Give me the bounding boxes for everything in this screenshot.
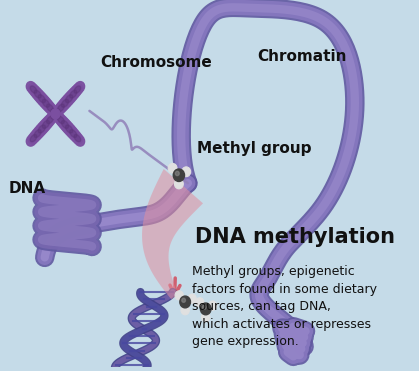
Ellipse shape [54,112,60,119]
Ellipse shape [51,109,57,116]
Ellipse shape [57,104,64,112]
Ellipse shape [32,88,43,101]
Ellipse shape [70,90,77,98]
Ellipse shape [70,86,81,98]
Circle shape [181,306,189,315]
Ellipse shape [63,92,75,105]
Ellipse shape [54,112,64,124]
Ellipse shape [54,109,60,116]
Text: Methyl group: Methyl group [197,141,311,157]
Ellipse shape [65,125,73,133]
Ellipse shape [44,114,56,126]
Circle shape [209,301,217,310]
Ellipse shape [42,99,54,112]
Ellipse shape [74,135,81,142]
Ellipse shape [47,112,57,124]
Ellipse shape [49,107,59,118]
Ellipse shape [26,135,36,146]
Ellipse shape [34,125,45,138]
Ellipse shape [59,118,71,131]
Ellipse shape [47,116,54,124]
Ellipse shape [55,114,66,126]
Ellipse shape [34,130,41,138]
Ellipse shape [75,82,85,93]
Ellipse shape [36,122,48,135]
Ellipse shape [42,116,54,128]
Circle shape [200,303,211,315]
Ellipse shape [57,116,64,124]
Ellipse shape [28,132,39,144]
Ellipse shape [38,125,45,133]
Ellipse shape [30,135,37,142]
Ellipse shape [30,86,41,98]
Circle shape [168,163,177,173]
Circle shape [175,171,179,175]
Ellipse shape [49,109,59,121]
Ellipse shape [42,121,49,128]
Ellipse shape [57,99,69,112]
Ellipse shape [47,104,57,116]
Ellipse shape [63,122,75,135]
Circle shape [202,305,206,309]
Ellipse shape [40,118,52,131]
Text: Methyl groups, epigenetic
factors found in some dietary
sources, can tag DNA,
wh: Methyl groups, epigenetic factors found … [192,265,377,348]
Polygon shape [142,169,203,299]
Ellipse shape [52,107,62,118]
Ellipse shape [70,130,77,138]
Ellipse shape [62,121,69,128]
Ellipse shape [51,109,60,119]
Ellipse shape [72,132,83,144]
Ellipse shape [52,109,62,121]
Ellipse shape [62,99,69,107]
Ellipse shape [65,125,77,138]
Circle shape [174,179,184,189]
Ellipse shape [65,90,77,103]
Ellipse shape [61,120,73,133]
Text: Chromatin: Chromatin [258,49,347,65]
Ellipse shape [26,82,36,93]
Circle shape [202,312,210,322]
Ellipse shape [42,99,49,107]
Ellipse shape [54,104,64,116]
Circle shape [188,294,196,303]
Ellipse shape [30,86,37,93]
Ellipse shape [34,90,45,103]
Ellipse shape [57,116,69,128]
Circle shape [173,169,184,181]
Circle shape [196,298,204,307]
Text: Chromosome: Chromosome [100,55,212,70]
Ellipse shape [38,120,49,133]
Ellipse shape [72,84,83,95]
Ellipse shape [55,102,66,114]
Ellipse shape [51,112,57,119]
Ellipse shape [30,130,41,142]
Circle shape [175,291,184,300]
Ellipse shape [38,95,45,103]
Circle shape [180,296,191,308]
Circle shape [182,167,191,177]
Ellipse shape [61,95,73,108]
Ellipse shape [44,102,56,114]
Ellipse shape [38,95,49,108]
Ellipse shape [34,90,41,98]
Ellipse shape [47,104,54,112]
Ellipse shape [36,92,48,105]
Ellipse shape [40,97,52,110]
Ellipse shape [70,130,81,142]
Ellipse shape [75,135,85,146]
Ellipse shape [28,84,39,95]
Ellipse shape [74,86,81,93]
Ellipse shape [32,127,43,140]
Circle shape [182,298,186,302]
Ellipse shape [67,88,79,101]
Text: DNA: DNA [9,181,46,196]
Ellipse shape [65,95,73,103]
Text: DNA methylation: DNA methylation [195,227,395,247]
Ellipse shape [59,97,71,110]
Ellipse shape [67,127,79,140]
